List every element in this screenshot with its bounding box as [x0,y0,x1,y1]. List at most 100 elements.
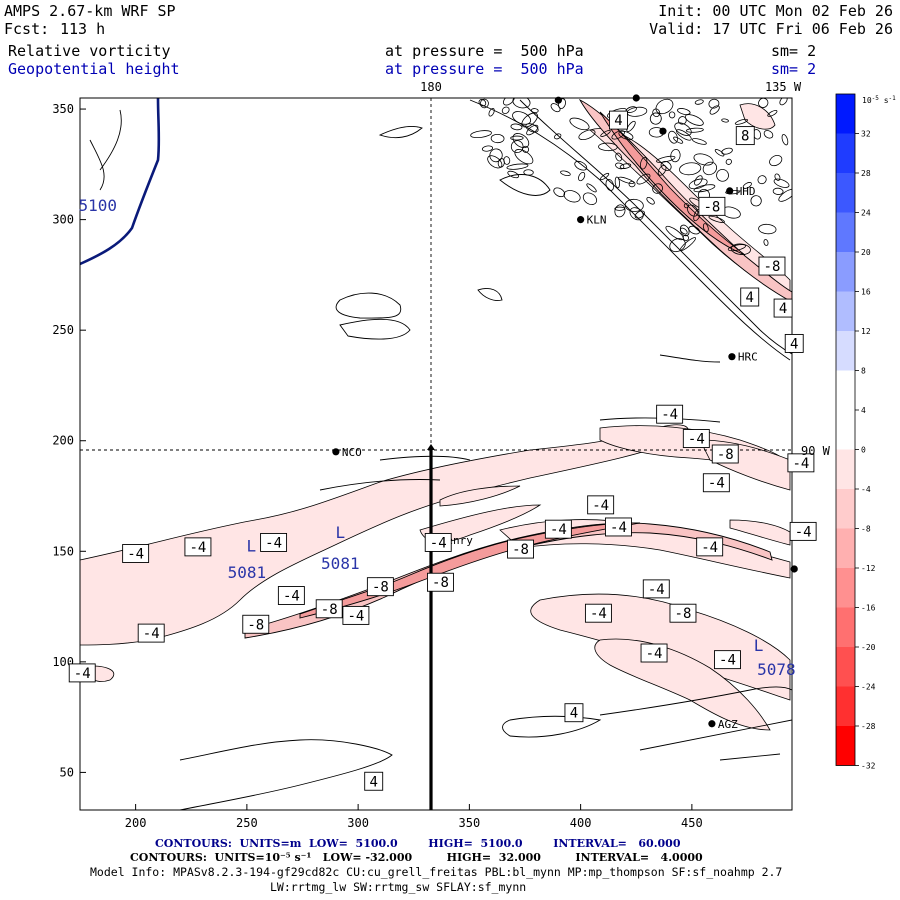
station-marker [708,720,716,728]
station-marker [332,448,340,456]
contour-label: -4 [127,547,144,563]
noise-contour [702,223,709,233]
noise-contour [758,223,777,235]
noise-contour [624,198,644,212]
colorbar-tick-label: 16 [861,288,871,297]
noise-contour [688,178,708,190]
noise-contour [605,179,615,191]
noise-contour [779,98,788,106]
noise-contour [530,108,539,113]
noise-contour [660,160,672,171]
cross-section-marker [427,444,435,450]
contour-label-box [587,495,615,515]
field2-level: at pressure = 500 hPa [385,60,584,78]
colorbar-tick-label: 0 [861,446,866,455]
field2-smoothing: sm= 2 [771,60,817,78]
colorbar-segment [836,726,855,766]
noise-contour [618,176,635,184]
contour-label-box [424,532,452,552]
contour-label: -8 [703,199,720,215]
noise-contour [694,175,703,186]
colorbar-segment [836,568,855,608]
contour-label-box [789,521,817,541]
contour-label: -8 [372,580,389,596]
contour-label: -4 [347,608,364,624]
colorbar-tick-label: 20 [861,248,871,257]
contour-label: -4 [792,456,809,472]
contour-label: -4 [661,407,678,423]
height-labels: 5100 L 5081 L 5081 L 5078 [79,196,796,679]
noise-contour [600,172,610,181]
contour-label-box [698,196,726,216]
noise-contour [526,124,539,136]
field1-name: Relative vorticity [8,42,171,60]
x-tick-label: 300 [347,816,369,830]
noise-contour [634,210,645,219]
field2-name: Geopotential height [8,60,180,78]
contour-label: -4 [283,589,300,605]
noise-contour [615,162,625,170]
noise-contour [668,130,678,144]
noise-contour [725,158,732,165]
colorbar-segment [836,528,855,568]
height-label: 5100 [79,196,118,215]
station-marker [632,94,640,102]
contour-label: 4 [369,774,377,790]
contour-label: -4 [701,540,718,556]
field1-smoothing: sm= 2 [771,42,817,60]
contour-label-box [758,256,786,276]
x-tick-label: 450 [681,816,703,830]
noise-contour [678,116,687,125]
noise-contour [503,156,511,165]
colorbar-tick-label: 8 [861,367,866,376]
contour-label: 4 [746,290,754,306]
colorbar-segment [836,173,855,213]
noise-contour [758,98,769,108]
contour-label-box [507,539,534,559]
contour-label: 8 [741,129,749,145]
y-tick-label: 150 [52,544,74,558]
noise-contour [685,127,704,133]
noise-contour [522,145,530,153]
height-label: L [336,523,346,542]
noise-contour [714,149,725,157]
contour-label-box [682,429,710,448]
colorbar-segment [836,370,855,410]
noise-contour [769,155,783,167]
noise-contour [657,165,667,176]
contour-label: 4 [790,336,798,352]
contour-label: -8 [717,447,734,463]
noise-contour [510,123,523,131]
label-135w: 135 W [765,80,802,94]
y-tick-label: 350 [52,102,74,116]
contour-label-box [122,544,150,563]
colorbar-segment [836,607,855,647]
contour-label-box [669,603,697,623]
contour-label: -4 [610,520,627,536]
station-marker [728,353,736,361]
contour-label-box [656,404,684,424]
noise-contour [646,197,655,205]
station-label: AGZ [718,718,738,731]
y-tick-label: 200 [52,434,74,448]
footer-height-contours: CONTOURS: UNITS=m LOW= 5100.0 HIGH= 5100… [155,837,681,850]
contour-label-box [714,650,741,670]
noise-contour [497,158,505,168]
noise-contour [742,182,752,189]
contour-label-box [584,603,612,623]
noise-contour [506,163,529,170]
station-marker [726,187,734,195]
noise-contour [693,184,716,193]
contour-label: -8 [321,602,338,618]
colorbar-tick-label: 24 [861,209,871,218]
noise-contour [708,215,725,224]
noise-contour [734,118,748,125]
noise-contour [649,112,662,125]
noise-contour [626,106,648,117]
colorbar-segment [836,252,855,292]
contour-label: 4 [779,301,787,317]
label-180: 180 [420,80,442,94]
x-tick-label: 400 [570,816,592,830]
noise-contour [688,225,700,235]
noise-contour [668,111,676,119]
